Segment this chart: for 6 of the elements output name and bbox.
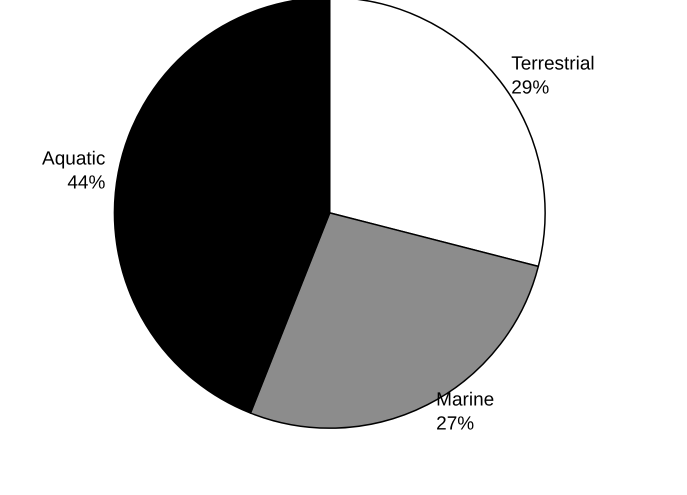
data-label: 27% <box>436 413 474 434</box>
slice-label: Terrestrial <box>511 53 595 74</box>
slice-label: Marine <box>436 389 494 410</box>
slice-label: Aquatic <box>42 148 106 170</box>
data-label: 29% <box>511 77 550 98</box>
data-label: 44% <box>67 172 106 194</box>
